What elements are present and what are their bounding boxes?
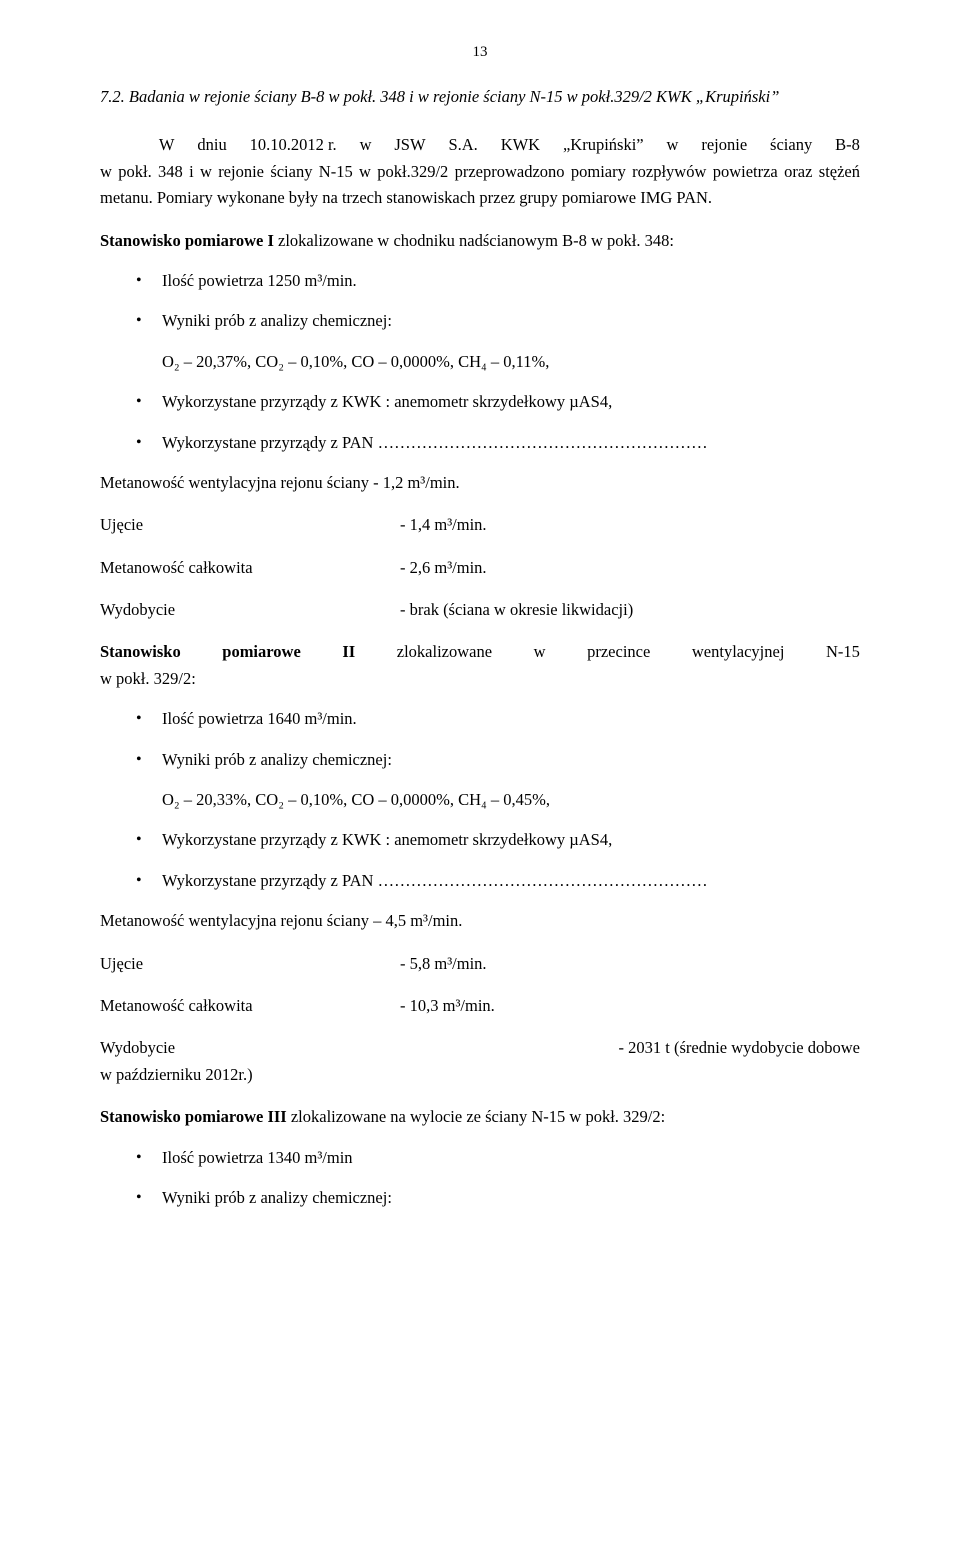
station1-total-row: Metanowość całkowita - 2,6 m³/min. [100, 555, 860, 581]
list-item: Wykorzystane przyrządy z PAN ……………………………… [136, 430, 860, 456]
list-item: Wyniki prób z analizy chemicznej: [136, 1185, 860, 1211]
wyd-label2: w październiku 2012r.) [100, 1065, 253, 1084]
s2-w: zlokalizowane [397, 639, 492, 665]
s2-w: II [342, 639, 355, 665]
station3-rest: zlokalizowane na wylocie ze ściany N-15 … [287, 1107, 665, 1126]
s2-w: wentylacyjnej [692, 639, 785, 665]
intro-rest: w pokł. 348 i w rejonie ściany N-15 w po… [100, 162, 860, 207]
station1-heading: Stanowisko pomiarowe I zlokalizowane w c… [100, 228, 860, 254]
intro-paragraph: W dniu 10.10.2012 r. w JSW S.A. KWK „Kru… [100, 132, 860, 211]
station1-ujecie-row: Ujęcie - 1,4 m³/min. [100, 512, 860, 538]
station1-list2: Wykorzystane przyrządy z KWK : anemometr… [136, 389, 860, 456]
total-label: Metanowość całkowita [100, 555, 400, 581]
intro-w: KWK [501, 132, 540, 158]
intro-w: S.A. [448, 132, 477, 158]
station3-list: Ilość powietrza 1340 m³/min Wyniki prób … [136, 1145, 860, 1212]
station2-rest: w pokł. 329/2: [100, 669, 196, 688]
s2-w: Stanowisko [100, 639, 181, 665]
s2-w: przecince [587, 639, 650, 665]
wyd-label: Wydobycie [100, 1035, 175, 1061]
station2-ujecie-row: Ujęcie - 5,8 m³/min. [100, 951, 860, 977]
station2-heading: Stanowisko pomiarowe II zlokalizowane w … [100, 639, 860, 692]
ujecie-label: Ujęcie [100, 951, 400, 977]
s2-w: N-15 [826, 639, 860, 665]
list-item: Wykorzystane przyrządy z PAN ……………………………… [136, 868, 860, 894]
station1-rest: zlokalizowane w chodniku nadścianowym B-… [274, 231, 674, 250]
station1-bold: Stanowisko pomiarowe I [100, 231, 274, 250]
station3-heading: Stanowisko pomiarowe III zlokalizowane n… [100, 1104, 860, 1130]
wyd-label: Wydobycie [100, 597, 400, 623]
section-heading: 7.2. Badania w rejonie ściany B-8 w pokł… [100, 84, 860, 110]
station2-total-row: Metanowość całkowita - 10,3 m³/min. [100, 993, 860, 1019]
page-number: 13 [100, 40, 860, 64]
s2-w: pomiarowe [222, 639, 301, 665]
ujecie-label: Ujęcie [100, 512, 400, 538]
intro-w: 10.10.2012 r. [250, 132, 337, 158]
station2-vent: Metanowość wentylacyjna rejonu ściany – … [100, 908, 860, 934]
intro-w: JSW [394, 132, 425, 158]
list-item: Ilość powietrza 1340 m³/min [136, 1145, 860, 1171]
ujecie-value: - 5,8 m³/min. [400, 951, 860, 977]
station2-list2: Wykorzystane przyrządy z KWK : anemometr… [136, 827, 860, 894]
total-label: Metanowość całkowita [100, 993, 400, 1019]
station1-list: Ilość powietrza 1250 m³/min. Wyniki prób… [136, 268, 860, 335]
intro-w: ściany [770, 132, 812, 158]
intro-w: „Krupiński” [563, 132, 644, 158]
list-item: Wyniki prób z analizy chemicznej: [136, 308, 860, 334]
wyd-value: - 2031 t (średnie wydobycie dobowe [619, 1035, 860, 1061]
station2-list: Ilość powietrza 1640 m³/min. Wyniki prób… [136, 706, 860, 773]
wyd-value: - brak (ściana w okresie likwidacji) [400, 597, 860, 623]
list-item: Wyniki prób z analizy chemicznej: [136, 747, 860, 773]
total-value: - 2,6 m³/min. [400, 555, 860, 581]
station1-chem-line: O₂ – 20,37%, CO₂ – 0,10%, CO – 0,0000%, … [162, 349, 860, 375]
intro-w: dniu [197, 132, 226, 158]
station2-wyd-row: Wydobycie - 2031 t (średnie wydobycie do… [100, 1035, 860, 1088]
intro-w: B-8 [835, 132, 860, 158]
ujecie-value: - 1,4 m³/min. [400, 512, 860, 538]
list-item: Ilość powietrza 1250 m³/min. [136, 268, 860, 294]
list-item: Wykorzystane przyrządy z KWK : anemometr… [136, 389, 860, 415]
intro-w: w [360, 132, 372, 158]
intro-w: w [667, 132, 679, 158]
intro-w: W [159, 132, 175, 158]
list-item: Ilość powietrza 1640 m³/min. [136, 706, 860, 732]
s2-w: w [534, 639, 546, 665]
list-item: Wykorzystane przyrządy z KWK : anemometr… [136, 827, 860, 853]
intro-w: rejonie [701, 132, 747, 158]
station2-chem-line: O₂ – 20,33%, CO₂ – 0,10%, CO – 0,0000%, … [162, 787, 860, 813]
total-value: - 10,3 m³/min. [400, 993, 860, 1019]
station3-bold: Stanowisko pomiarowe III [100, 1107, 287, 1126]
station1-wyd-row: Wydobycie - brak (ściana w okresie likwi… [100, 597, 860, 623]
station1-vent: Metanowość wentylacyjna rejonu ściany - … [100, 470, 860, 496]
